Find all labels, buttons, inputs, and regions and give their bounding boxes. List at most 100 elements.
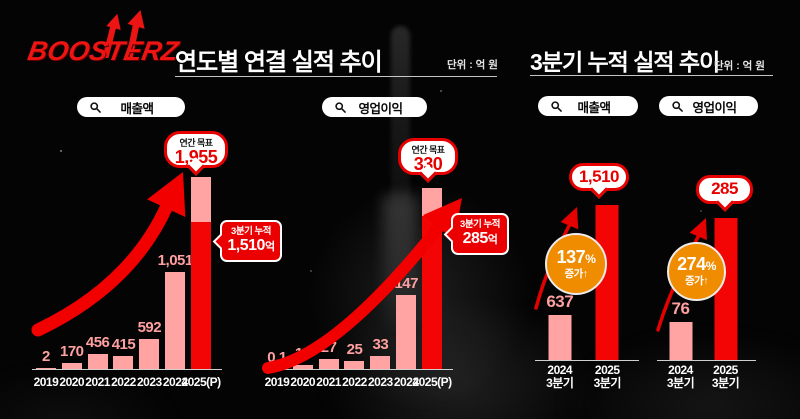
- growth-percent: 274%: [677, 254, 716, 274]
- bar-value: 2: [42, 348, 50, 365]
- filter-pill-q3-profit[interactable]: 영업이익: [659, 96, 758, 116]
- pill-label: 매출액: [120, 101, 154, 116]
- annual-target-value: 1,955: [174, 147, 218, 167]
- filter-pill-annual-profit[interactable]: 영업이익: [322, 97, 427, 117]
- annual-target-value: 330: [413, 154, 443, 174]
- chart-annual-revenue: 2 2019 170 2020 456 2021 415 2022 592 2023 1,051 20…: [32, 140, 222, 390]
- bar-group: 415 2022: [111, 140, 137, 390]
- q3-cumulative-label-profit: 3분기 누적 285억: [451, 213, 509, 255]
- bar-value: 637: [546, 292, 574, 311]
- bar-value: 147: [394, 275, 418, 292]
- bar-group: 2025(P): [181, 140, 221, 390]
- x-axis: [32, 369, 222, 370]
- cumulative-value: 285억: [462, 230, 498, 247]
- category-label: 2024: [393, 375, 419, 389]
- category-label: 2023: [136, 375, 162, 389]
- bar-value: 170: [60, 343, 84, 360]
- bar-value: 592: [137, 319, 162, 336]
- category-label: 2020: [290, 375, 316, 389]
- q3-cumulative-label-revenue: 3분기 누적 1,510억: [220, 220, 282, 262]
- category-label: 2021: [316, 375, 341, 389]
- bar-group: 1,051 2024: [158, 140, 194, 390]
- growth-badge-revenue: 137% 증가↑: [545, 233, 607, 295]
- search-icon: [551, 100, 562, 112]
- category-label: 2019: [264, 375, 290, 389]
- bar-past: [669, 322, 692, 361]
- category-label: 2024 3분기: [666, 363, 695, 390]
- left-title-underline: [175, 76, 497, 77]
- bar-past: [139, 339, 160, 370]
- annual-target-bubble-profit: 연간 목표 330: [398, 138, 458, 175]
- chart-annual-operating-profit: 0.1 2019 14 2020 27 2021 25 2022 33 2023 147 2024 20…: [263, 140, 453, 390]
- double-up-arrows-icon: [102, 10, 145, 58]
- category-label: 2022: [342, 375, 367, 389]
- bar-current: [595, 205, 619, 361]
- category-label: 2025(P): [412, 375, 452, 389]
- bubble-value: 1,510: [578, 167, 620, 186]
- search-icon: [90, 101, 101, 113]
- cumulative-title: 3분기 누적: [231, 226, 271, 237]
- bar-value: 25: [346, 341, 363, 358]
- bar-past: [87, 354, 108, 370]
- pill-label: 영업이익: [692, 100, 737, 115]
- bar-value: 33: [372, 336, 389, 353]
- category-label: 2025 3분기: [593, 363, 622, 390]
- target-remainder-segment: [422, 188, 443, 216]
- bar-past: [370, 356, 391, 370]
- category-label: 2024 3분기: [546, 363, 574, 390]
- search-icon: [335, 101, 346, 113]
- star-speckles: [60, 150, 62, 152]
- bar-value: 76: [671, 299, 690, 318]
- bar-group: 456 2021: [85, 140, 111, 390]
- x-axis: [535, 360, 639, 361]
- bar-group: 170 2020: [59, 140, 85, 390]
- boosterz-logo: BOOSTERZ: [25, 10, 181, 67]
- filter-pill-annual-revenue[interactable]: 매출액: [77, 97, 185, 117]
- category-label: 2023: [367, 375, 393, 389]
- bar-value: 0.1: [267, 349, 287, 366]
- category-label: 2022: [111, 375, 136, 389]
- category-label: 2020: [59, 375, 85, 389]
- bar-group: 2025 3분기: [584, 161, 632, 391]
- bar-value: 27: [320, 339, 337, 356]
- growth-badge-profit: 274% 증가↑: [667, 242, 726, 301]
- q3-value-bubble-profit: 285: [696, 175, 753, 204]
- bar-value: 456: [85, 334, 110, 351]
- right-title-underline: [530, 75, 773, 76]
- bar-past: [396, 295, 417, 370]
- cumulative-value: 1,510억: [227, 237, 275, 254]
- pill-label: 영업이익: [358, 101, 403, 116]
- bar-past: [113, 356, 134, 370]
- target-remainder-segment: [191, 177, 212, 222]
- q3-value-bubble-revenue: 1,510: [569, 163, 629, 191]
- bar-group: 0.1 2019: [264, 140, 290, 390]
- bar-group: 147 2024: [393, 140, 419, 390]
- growth-percent: 137%: [556, 246, 596, 267]
- category-label: 2025(P): [181, 375, 221, 389]
- bar-value: 14: [294, 345, 311, 362]
- bar-past: [165, 272, 186, 370]
- growth-label: 증가↑: [684, 275, 709, 287]
- bar-current: [422, 188, 443, 370]
- bar-group: 25 2022: [342, 140, 368, 390]
- left-section-title: 연도별 연결 실적 추이: [175, 49, 383, 76]
- category-label: 2021: [85, 375, 110, 389]
- search-icon: [672, 100, 683, 112]
- category-label: 2019: [33, 375, 59, 389]
- bar-group: 27 2021: [316, 140, 342, 390]
- pill-label: 매출액: [577, 100, 611, 115]
- category-label: 2025 3분기: [711, 363, 740, 390]
- bar-group: 33 2023: [367, 140, 393, 390]
- right-section-title: 3분기 누적 실적 추이: [530, 49, 720, 75]
- bar-group: 76 2024 3분기: [658, 161, 703, 391]
- category-label: 2024: [162, 375, 188, 389]
- x-axis: [657, 360, 756, 361]
- filter-pill-q3-revenue[interactable]: 매출액: [538, 96, 638, 116]
- right-unit-label: 단위 : 억 원: [714, 60, 765, 72]
- x-axis: [263, 369, 453, 370]
- bar-group: 14 2020: [290, 140, 316, 390]
- bar-past: [548, 315, 572, 361]
- annual-target-label: 연간 목표: [411, 145, 445, 155]
- annual-target-label: 연간 목표: [179, 138, 213, 148]
